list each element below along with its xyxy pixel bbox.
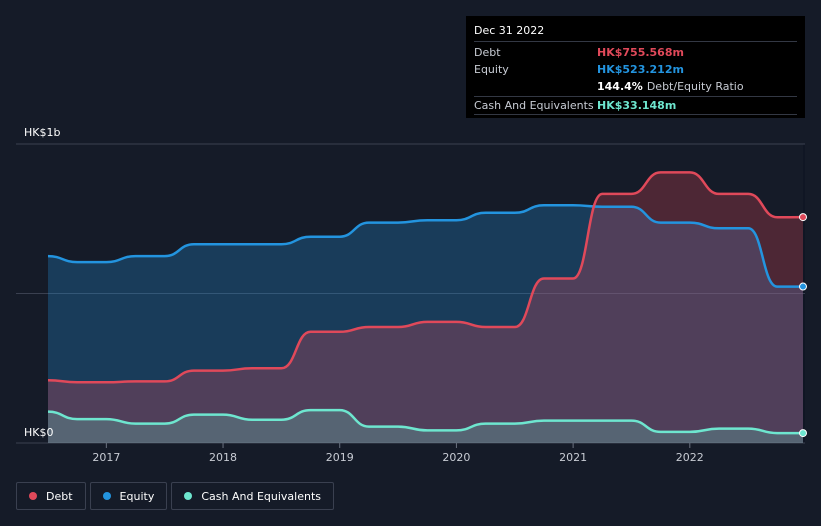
tooltip-equity-label: Equity: [474, 63, 509, 76]
legend-debt-dot-icon: [29, 492, 37, 500]
tooltip-equity-row: Equity HK$523.212m: [474, 61, 797, 78]
legend-debt[interactable]: Debt: [16, 482, 86, 510]
x-tick-label-1: 2018: [209, 451, 237, 464]
debt-end-marker: [799, 213, 807, 222]
equity-line: [47, 204, 803, 288]
cash-end-marker: [799, 429, 807, 438]
legend-equity-label: Equity: [119, 489, 155, 503]
series-areas: [48, 172, 803, 443]
debt-line: [47, 171, 804, 384]
tooltip-debt-row: Debt HK$755.568m: [474, 44, 797, 61]
series-end-markers: [799, 213, 807, 438]
tooltip-ratio-value: 144.4%: [597, 80, 643, 93]
x-tick-label-2: 2019: [326, 451, 354, 464]
tooltip-cash-row: Cash And Equivalents HK$33.148m: [474, 96, 797, 115]
y-tick-label-1: HK$1b: [24, 126, 60, 139]
legend-cash[interactable]: Cash And Equivalents: [171, 482, 334, 510]
legend-cash-dot-icon: [184, 492, 193, 500]
legend-equity-dot-icon: [102, 492, 111, 500]
x-tick-label-0: 2017: [92, 451, 120, 464]
tooltip-date: Dec 31 2022: [474, 16, 797, 42]
data-tooltip: Dec 31 2022 Debt HK$755.568m Equity HK$5…: [466, 16, 805, 118]
y-axis-ticks: HK$0 HK$1b: [24, 126, 60, 439]
x-tick-label-5: 2022: [676, 451, 704, 464]
x-axis-ticks: 2017 2018 2019 2020 2021 2022: [92, 443, 704, 464]
x-tick-label-4: 2021: [559, 451, 587, 464]
legend-debt-label: Debt: [46, 489, 73, 503]
legend-equity[interactable]: Equity: [89, 482, 168, 510]
cash-line: [47, 408, 803, 435]
tooltip-ratio-label: Debt/Equity Ratio: [646, 80, 744, 93]
cash-area: [48, 410, 803, 443]
equity-area: [48, 205, 803, 443]
tooltip-debt-label: Debt: [474, 46, 501, 59]
chart-legend: Debt Equity Cash And Equivalents: [16, 482, 334, 510]
legend-cash-label: Cash And Equivalents: [201, 489, 321, 503]
grid-lines: [16, 143, 805, 444]
tooltip-cash-label: Cash And Equivalents: [474, 99, 594, 112]
tooltip-ratio-row: 144.4% Debt/Equity Ratio: [474, 78, 797, 95]
series-lines: [47, 171, 804, 435]
x-tick-label-3: 2020: [442, 451, 470, 464]
debt-area: [48, 172, 803, 443]
tooltip-equity-value: HK$523.212m: [597, 63, 684, 76]
tooltip-cash-value: HK$33.148m: [597, 99, 677, 112]
equity-end-marker: [799, 282, 807, 291]
tooltip-debt-value: HK$755.568m: [597, 46, 684, 59]
y-tick-label-0: HK$0: [24, 426, 53, 439]
